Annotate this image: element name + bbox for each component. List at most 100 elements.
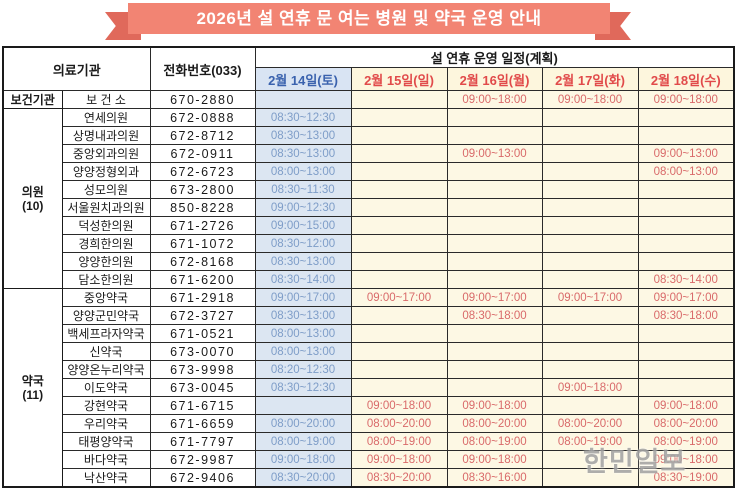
schedule-cell-day3: 08:00~19:00 [541,432,639,451]
schedule-cell-day2 [446,162,543,181]
schedule-cell-day1 [350,144,448,163]
schedule-cell-day1 [350,126,448,145]
schedule-cell-day0: 08:00~13:00 [254,324,352,343]
header-holiday-schedule: 설 연휴 운영 일정(계획) [254,46,735,68]
schedule-cell-day4 [637,216,735,235]
institution-name: 연세의원 [61,108,151,127]
phone-number: 671-6715 [149,396,256,415]
table-row: 양양정형외과 672-6723 08:00~13:00 08:00~13:00 [3,162,735,181]
schedule-cell-day0 [254,396,352,415]
institution-name: 이도약국 [61,378,151,397]
schedule-cell-day3: 09:00~18:00 [541,90,639,109]
schedule-cell-day2: 08:00~19:00 [446,432,543,451]
schedule-cell-day4 [637,108,735,127]
table-row: 덕성한의원 671-2726 09:00~15:00 [3,216,735,235]
schedule-cell-day3 [541,450,639,469]
schedule-cell-day0: 08:30~13:00 [254,306,352,325]
header-date-feb18: 2월 18일(수) [637,67,735,91]
schedule-cell-day1: 08:30~20:00 [350,468,448,488]
institution-name: 경희한의원 [61,234,151,253]
institution-name: 낙산약국 [61,468,151,488]
schedule-cell-day3: 08:00~20:00 [541,414,639,433]
schedule-cell-day1 [350,180,448,199]
schedule-cell-day4: 08:00~20:00 [637,414,735,433]
schedule-cell-day4 [637,234,735,253]
schedule-cell-day0: 08:30~12:30 [254,108,352,127]
institution-name: 양양온누리약국 [61,360,151,379]
institution-name: 보 건 소 [61,90,151,109]
phone-number: 671-6200 [149,270,256,289]
schedule-cell-day4 [637,198,735,217]
schedule-cell-day4: 09:00~13:00 [637,144,735,163]
schedule-cell-day0: 09:00~12:30 [254,198,352,217]
title-banner: 2026년 설 연휴 문 여는 병원 및 약국 운영 안내 [0,0,736,46]
schedule-cell-day0: 09:00~15:00 [254,216,352,235]
phone-number: 672-8712 [149,126,256,145]
schedule-cell-day2: 09:00~18:00 [446,90,543,109]
schedule-cell-day1: 08:00~20:00 [350,414,448,433]
table-row: 경희한의원 671-1072 08:30~12:00 [3,234,735,253]
phone-number: 672-9987 [149,450,256,469]
schedule-cell-day1: 09:00~18:00 [350,396,448,415]
schedule-cell-day4: 09:00~18:00 [637,396,735,415]
schedule-cell-day4 [637,126,735,145]
schedule-cell-day1 [350,198,448,217]
schedule-cell-day3 [541,360,639,379]
phone-number: 673-0045 [149,378,256,397]
schedule-cell-day2 [446,180,543,199]
institution-name: 중앙약국 [61,288,151,307]
institution-name: 중앙외과의원 [61,144,151,163]
institution-name: 바다약국 [61,450,151,469]
schedule-cell-day1 [350,306,448,325]
schedule-cell-day1 [350,342,448,361]
table-row: 의원 (10) 연세의원 672-0888 08:30~12:30 [2,108,735,289]
header-row-dates: 2월 14일(토) 2월 15일(일) 2월 16일(월) 2월 17일(화) … [3,67,735,91]
table-row: 백세프라자약국 671-0521 08:00~13:00 [3,324,735,343]
table-row: 강현약국 671-6715 09:00~18:00 09:00~18:00 09:00~… [3,396,735,415]
schedule-cell-day2 [446,360,543,379]
schedule-cell-day0: 09:00~17:00 [254,288,352,307]
phone-number: 672-3727 [149,306,256,325]
phone-number: 671-6659 [149,414,256,433]
schedule-cell-day2 [446,324,543,343]
schedule-cell-day3 [541,270,639,289]
schedule-table-body: 보건기관 보 건 소 670-2880 09:00~18:00 09:00~18:00 0… [2,90,735,488]
institution-name: 서울원치과의원 [61,198,151,217]
schedule-cell-day3 [541,468,639,488]
schedule-cell-day3 [541,108,639,127]
institution-name: 성모의원 [61,180,151,199]
schedule-cell-day3 [541,198,639,217]
table-row: 바다약국 672-9987 09:00~18:00 09:00~18:00 09:00~… [3,450,735,469]
schedule-cell-day0: 08:30~12:30 [254,378,352,397]
schedule-cell-day1: 09:00~17:00 [350,288,448,307]
schedule-cell-day0: 08:30~13:00 [254,126,352,145]
schedule-cell-day3 [541,396,639,415]
schedule-cell-day1 [350,360,448,379]
phone-number: 672-9406 [149,468,256,488]
header-medical-institution: 의료기관 [2,46,151,91]
schedule-cell-day3 [541,216,639,235]
schedule-cell-day2 [446,252,543,271]
schedule-cell-day3 [541,306,639,325]
phone-number: 671-2726 [149,216,256,235]
phone-number: 671-7797 [149,432,256,451]
schedule-cell-day0: 08:30~12:00 [254,234,352,253]
schedule-cell-day2: 08:30~16:00 [446,468,543,488]
header-date-feb14: 2월 14일(토) [254,67,352,91]
schedule-cell-day1 [350,162,448,181]
schedule-cell-day2 [446,126,543,145]
institution-name: 양양군민약국 [61,306,151,325]
schedule-cell-day1 [350,234,448,253]
table-row: 태평양약국 671-7797 08:00~19:00 08:00~19:00 08:00… [3,432,735,451]
schedule-cell-day0: 08:30~20:00 [254,468,352,488]
schedule-cell-day3 [541,126,639,145]
header-date-feb17: 2월 17일(화) [541,67,639,91]
table-row: 약국 (11) 중앙약국 671-2918 09:00~17:00 09:00~17:00… [2,288,735,488]
schedule-cell-day0: 08:30~14:00 [254,270,352,289]
schedule-cell-day3 [541,144,639,163]
schedule-cell-day1 [350,378,448,397]
schedule-cell-day3 [541,180,639,199]
schedule-cell-day4: 08:00~13:00 [637,162,735,181]
schedule-cell-day3 [541,162,639,181]
